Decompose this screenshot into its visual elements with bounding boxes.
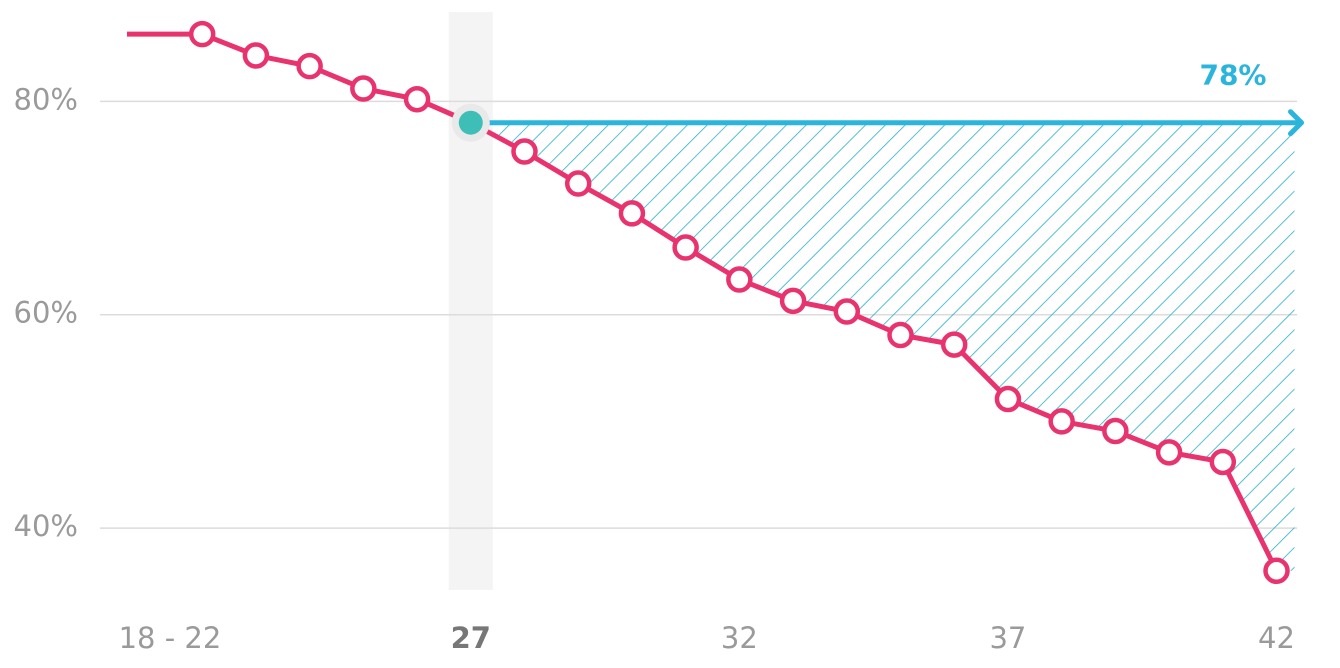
point [726,266,753,293]
x-tick-label: 42 [1258,621,1295,655]
point [887,321,914,349]
point [940,331,968,358]
point [350,75,377,102]
target-label: 78% [1199,59,1266,92]
y-tick-label: 80% [14,82,78,116]
point [1102,417,1129,445]
point [296,52,323,80]
point [672,234,699,261]
point [511,138,538,165]
point [1048,408,1075,435]
point [779,287,807,315]
point [242,42,270,69]
point [564,170,592,197]
x-tick-label: 32 [721,621,758,655]
x-tick-label: 27 [451,621,491,655]
highlight-point [458,110,483,135]
point [188,20,216,48]
point [618,200,646,227]
point [1209,448,1237,476]
point [994,385,1022,413]
x-tick-label: 18 - 22 [119,621,222,655]
gap-area [470,122,1295,571]
point [1155,439,1183,466]
x-tick-label: 37 [989,621,1026,655]
point [403,85,431,113]
point [833,298,861,325]
point [1263,557,1290,585]
y-tick-label: 40% [14,509,78,543]
arrow-head [1288,109,1305,137]
highlight-band [448,12,493,590]
y-tick-label: 60% [14,296,78,330]
series-line [127,31,1279,572]
